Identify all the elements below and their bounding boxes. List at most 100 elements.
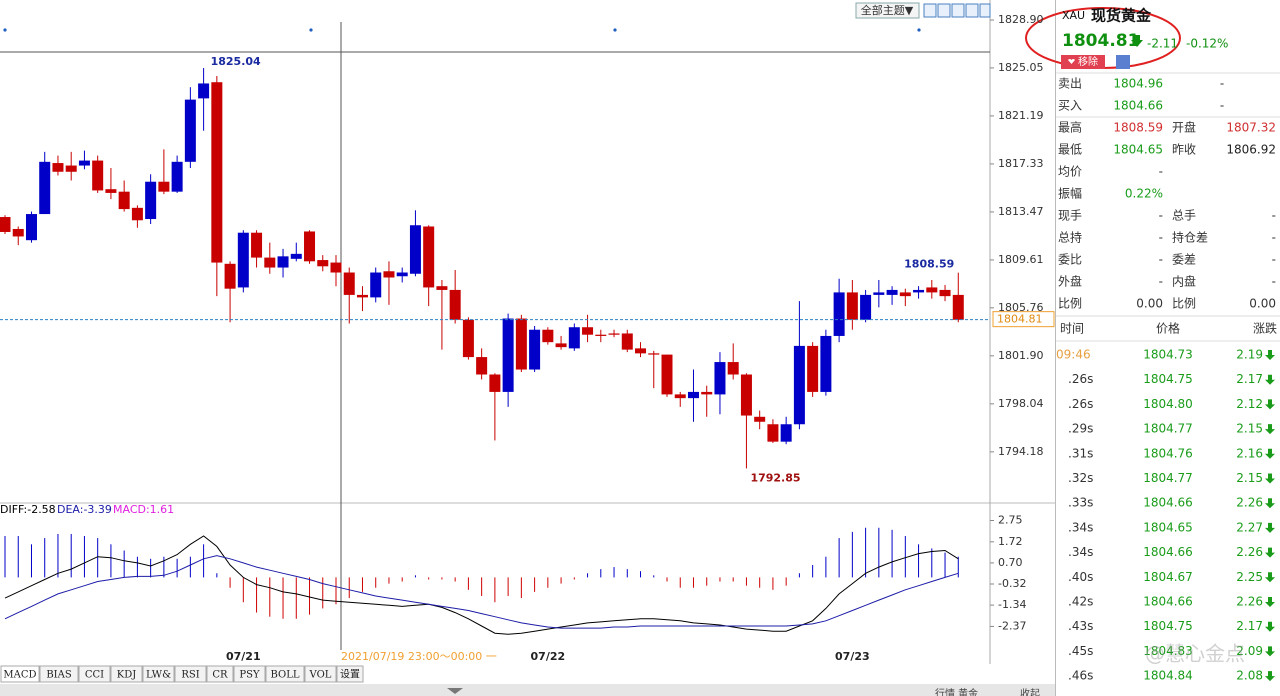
tool-icon[interactable]: [979, 3, 991, 18]
quote-label: 委差: [1172, 253, 1196, 267]
tick-change: 2.17: [1236, 619, 1263, 633]
tick-down-arrow: [1265, 399, 1275, 410]
indicator-tab[interactable]: [206, 665, 234, 683]
candle-body: [370, 272, 382, 298]
indicator-tab[interactable]: [142, 665, 175, 683]
candle-body: [860, 294, 872, 320]
quote-label: 昨收: [1172, 143, 1196, 157]
indicator-tab[interactable]: [233, 665, 266, 683]
candle-body: [277, 256, 289, 268]
indicator-tab[interactable]: [0, 665, 40, 683]
indicator-tab[interactable]: [39, 665, 79, 683]
indicator-tab[interactable]: [265, 665, 305, 683]
tick-down-arrow: [1265, 374, 1275, 385]
y-tick-label: 1825.05: [998, 61, 1044, 74]
y-tick-label: 1798.04: [998, 397, 1044, 410]
tick-down-arrow: [1265, 350, 1275, 360]
candle-body: [648, 353, 660, 355]
last-high-label: 1808.59: [904, 258, 954, 271]
tick-price: 1804.66: [1143, 595, 1193, 609]
tick-price: 1804.66: [1143, 496, 1193, 510]
indicator-tab[interactable]: [336, 665, 364, 683]
y-tick-label: 2.75: [998, 514, 1023, 527]
tick-time: .26s: [1068, 397, 1093, 411]
tick-change: 2.26: [1236, 595, 1263, 609]
tool-icon[interactable]: [937, 3, 951, 18]
candle-body: [515, 318, 527, 370]
collapse-arrow[interactable]: [447, 688, 463, 694]
candle-body: [754, 416, 766, 422]
tool-icon[interactable]: [951, 3, 965, 18]
tick-price: 1804.80: [1143, 397, 1193, 411]
tick-change: 2.12: [1236, 397, 1263, 411]
candle-body: [714, 362, 726, 395]
candle-body: [264, 257, 276, 268]
tick-time: .34s: [1068, 520, 1093, 534]
ticks-header: 时间: [1060, 322, 1084, 336]
tab-label: LW&: [146, 670, 171, 681]
watermark: @慧心金点: [1145, 642, 1245, 666]
candle-body: [767, 424, 779, 442]
indicator-tab[interactable]: [304, 665, 337, 683]
instrument-name: 现货黄金: [1091, 7, 1152, 25]
tick-change: 2.16: [1236, 446, 1263, 460]
price-change: -2.11: [1147, 37, 1178, 51]
theme-button[interactable]: [855, 2, 920, 19]
quote-value: -: [1159, 165, 1163, 179]
quote-value: -: [1159, 231, 1163, 245]
alert-button[interactable]: [1116, 55, 1130, 69]
tick-change: 2.27: [1236, 520, 1263, 534]
tick-change: 2.26: [1236, 545, 1263, 559]
tick-down-arrow: [1265, 522, 1275, 533]
tab-label: MACD: [3, 670, 36, 681]
quote-value: -: [1272, 275, 1276, 289]
heart-icon: [1068, 58, 1075, 64]
candle-body: [476, 357, 488, 375]
macd-line: [4, 535, 959, 635]
tick-change: 2.19: [1236, 348, 1263, 362]
candle-body: [251, 232, 263, 258]
quote-value: -: [1272, 209, 1276, 223]
tab-label: BOLL: [270, 670, 299, 681]
quote-label: 总手: [1172, 209, 1196, 223]
remove-label: 移除: [1078, 55, 1098, 68]
candle-body: [555, 343, 567, 348]
candle-body: [635, 348, 647, 354]
tick-change: 2.26: [1236, 496, 1263, 510]
tick-time: 09:46: [1056, 348, 1091, 362]
indicator-tab[interactable]: [78, 665, 111, 683]
tick-down-arrow: [1265, 498, 1275, 509]
tool-icon[interactable]: [965, 3, 979, 18]
candle-body: [65, 165, 77, 172]
candle-body: [502, 318, 514, 392]
tick-down-arrow: [1265, 572, 1275, 583]
candle-body: [621, 333, 633, 350]
y-tick-label: 1.72: [998, 535, 1023, 548]
tick-down-arrow: [1265, 621, 1275, 632]
tick-time: .33s: [1068, 496, 1093, 510]
candle-body: [131, 207, 143, 221]
quote-value: -: [1159, 209, 1163, 223]
tab-label: 设置: [340, 669, 360, 681]
candle-body: [12, 228, 24, 237]
candle-body: [886, 289, 898, 295]
remove-button[interactable]: [1061, 55, 1105, 69]
candle-body: [0, 217, 11, 232]
quote-value: -: [1272, 253, 1276, 267]
tab-label: CR: [212, 670, 228, 681]
indicator-tab[interactable]: [110, 665, 143, 683]
y-tick-label: 1821.19: [998, 109, 1044, 122]
candle-body: [105, 189, 117, 193]
tick-price: 1804.77: [1143, 422, 1193, 436]
indicator-tab[interactable]: [174, 665, 207, 683]
candle-body: [39, 161, 51, 215]
quote-value: 1804.96: [1113, 77, 1163, 91]
candle-body: [396, 272, 408, 277]
tool-icon[interactable]: [923, 3, 937, 18]
tick-price: 1804.66: [1143, 545, 1193, 559]
tab-label: KDJ: [117, 670, 137, 681]
quote-label: 均价: [1058, 165, 1082, 179]
candle-body: [184, 99, 196, 162]
candle-body: [846, 292, 858, 320]
y-tick-label: 1805.76: [998, 301, 1044, 314]
